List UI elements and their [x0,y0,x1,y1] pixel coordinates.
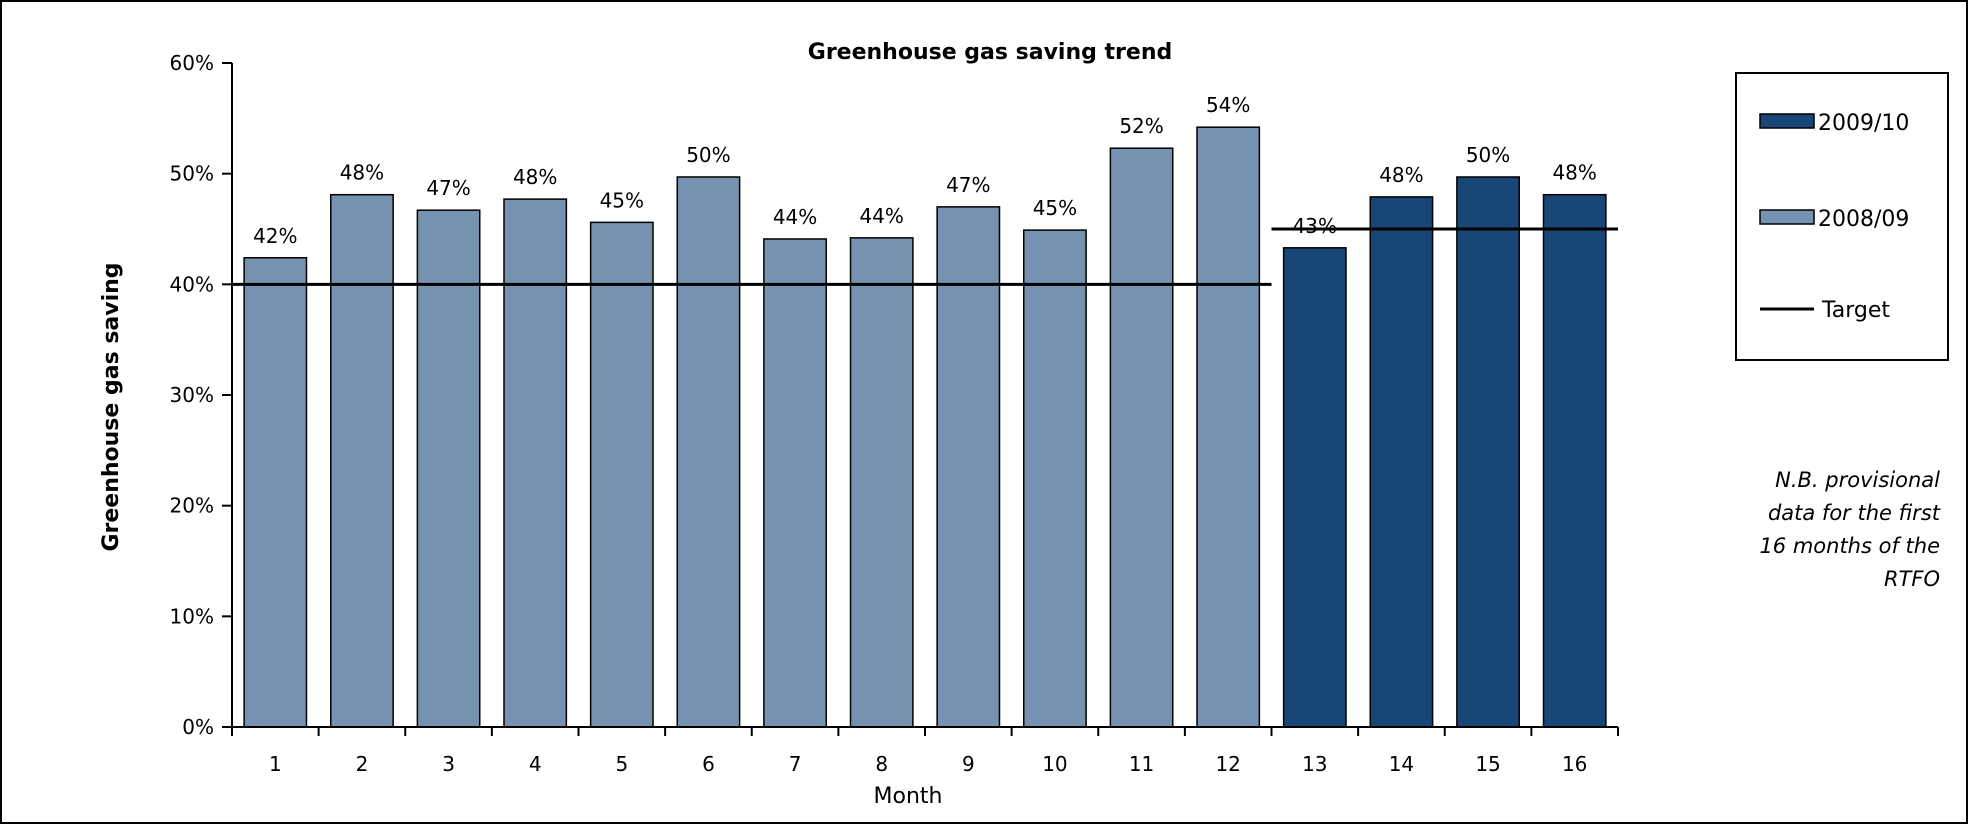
bar [936,206,1001,728]
data-label: 48% [513,165,557,189]
x-tick-label: 3 [442,752,455,776]
data-label: 47% [946,173,990,197]
bar [1196,126,1261,728]
x-tick-label: 5 [615,752,628,776]
note: N.B. provisional data for the first 16 m… [1759,468,1940,591]
x-tick-label: 1 [269,752,282,776]
data-label: 44% [773,205,817,229]
note-line-2: data for the first [1768,501,1941,525]
data-label: 52% [1119,114,1163,138]
x-tick-label: 8 [875,752,888,776]
bar [1282,247,1347,728]
bar [1023,229,1087,728]
y-axis: 0% 10% 20% 30% 40% 50% 60% [170,51,232,739]
y-tick-label: 30% [170,383,214,407]
data-label: 43% [1293,214,1337,238]
target-lines [232,227,1618,286]
data-label: 48% [1552,161,1596,185]
y-tick-label: 20% [170,494,214,518]
bar [763,238,827,728]
data-label: 50% [1466,143,1510,167]
bar [1109,147,1174,728]
bar [416,209,481,728]
y-tick-label: 0% [182,715,214,739]
legend-label-target: Target [1821,298,1890,323]
x-tick-label: 11 [1129,752,1154,776]
x-tick-label: 7 [789,752,802,776]
chart-title: Greenhouse gas saving trend [808,40,1172,65]
data-label: 42% [253,224,297,248]
legend-label-2008-09: 2008/09 [1818,207,1909,232]
bar [589,221,654,728]
note-line-4: RTFO [1884,567,1940,591]
bar [243,257,308,728]
bars [243,126,1607,728]
bar [503,198,568,728]
y-tick-label: 60% [170,51,214,75]
bar [676,176,741,728]
bar [849,237,914,728]
bar [1542,193,1607,728]
data-label: 48% [340,161,384,185]
bar [1369,196,1434,728]
y-tick-label: 50% [170,162,214,186]
bar [1456,176,1520,728]
x-tick-label: 15 [1475,752,1500,776]
x-tick-label: 9 [962,752,975,776]
x-axis-title: Month [874,784,943,809]
legend: 2009/10 2008/09 Target [1735,72,1949,361]
bar [330,193,394,728]
y-tick-label: 10% [170,604,214,628]
x-tick-label: 6 [702,752,715,776]
legend-swatch-2009-10 [1759,113,1815,129]
x-tick-label: 14 [1389,752,1414,776]
data-label: 50% [686,143,730,167]
data-label: 47% [426,176,470,200]
legend-label-2009-10: 2009/10 [1818,111,1909,136]
x-tick-label: 16 [1562,752,1587,776]
x-tick-label: 12 [1215,752,1240,776]
x-axis: 1 2 3 4 5 6 7 8 9 10 11 12 13 14 15 16 [231,727,1619,776]
note-line-1: N.B. provisional [1775,468,1940,492]
data-label: 44% [859,204,903,228]
data-label: 45% [600,188,644,212]
data-label: 45% [1033,196,1077,220]
data-label: 48% [1379,163,1423,187]
x-tick-label: 2 [356,752,369,776]
x-tick-label: 10 [1042,752,1067,776]
x-tick-label: 13 [1302,752,1327,776]
data-labels: 43% 48% 50% 48% 42% 48% 47% 48% 45% 50% 44% 44% 47% 4… [253,93,1597,248]
note-line-3: 16 months of the [1759,534,1940,558]
y-tick-label: 40% [170,272,214,296]
y-axis-title: Greenhouse gas saving [99,262,124,551]
legend-swatch-2008-09 [1759,209,1815,225]
data-label: 54% [1206,93,1250,117]
x-tick-label: 4 [529,752,542,776]
